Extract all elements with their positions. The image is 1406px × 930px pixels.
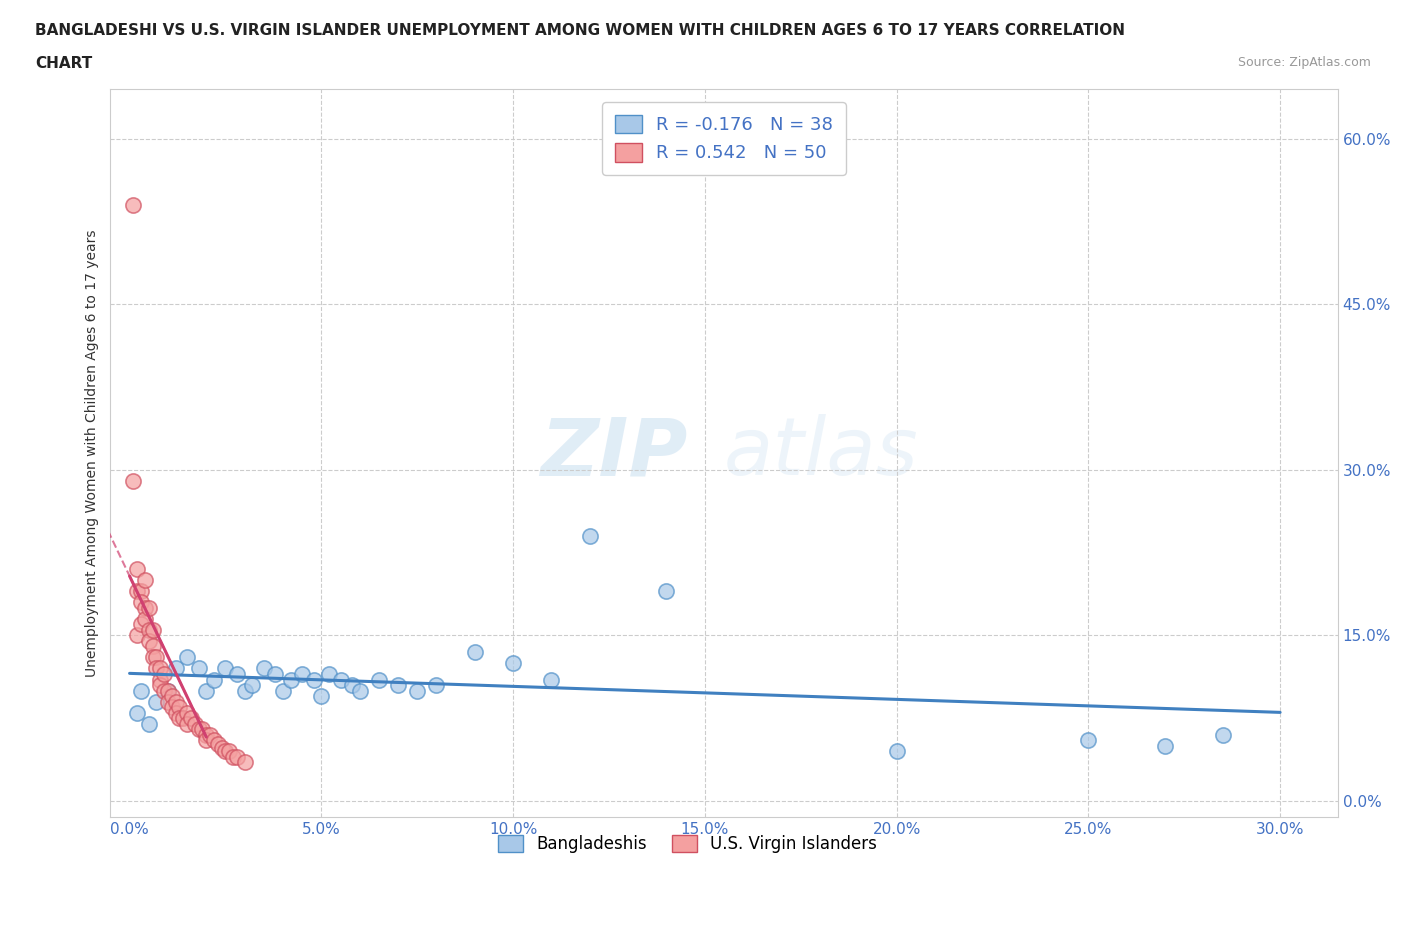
Point	[142, 650, 165, 665]
Point	[149, 678, 172, 693]
Point	[129, 617, 152, 631]
Point	[149, 672, 172, 687]
Point	[169, 699, 191, 714]
Point	[138, 716, 160, 731]
Point	[233, 755, 256, 770]
Point	[214, 661, 236, 676]
Point	[329, 672, 352, 687]
Point	[127, 705, 149, 720]
Point	[169, 711, 191, 725]
Point	[195, 684, 218, 698]
Point	[145, 661, 167, 676]
Point	[349, 684, 371, 698]
Point	[180, 711, 202, 725]
Point	[138, 622, 160, 637]
Point	[311, 688, 333, 703]
Point	[655, 584, 678, 599]
Point	[165, 661, 187, 676]
Point	[160, 699, 183, 714]
Point	[176, 705, 198, 720]
Point	[233, 684, 256, 698]
Point	[127, 584, 149, 599]
Point	[406, 684, 429, 698]
Point	[222, 750, 245, 764]
Point	[142, 639, 165, 654]
Point	[172, 711, 194, 725]
Point	[176, 650, 198, 665]
Point	[134, 611, 156, 626]
Point	[578, 528, 600, 543]
Point	[187, 661, 209, 676]
Text: atlas: atlas	[724, 415, 918, 492]
Point	[129, 684, 152, 698]
Text: Source: ZipAtlas.com: Source: ZipAtlas.com	[1237, 56, 1371, 69]
Point	[153, 667, 176, 682]
Point	[387, 678, 409, 693]
Point	[198, 727, 221, 742]
Point	[226, 667, 249, 682]
Point	[149, 661, 172, 676]
Point	[156, 694, 179, 709]
Point	[1212, 727, 1234, 742]
Point	[271, 684, 294, 698]
Point	[291, 667, 314, 682]
Point	[302, 672, 325, 687]
Point	[218, 744, 240, 759]
Point	[191, 722, 214, 737]
Point	[425, 678, 447, 693]
Point	[886, 744, 908, 759]
Point	[145, 694, 167, 709]
Point	[211, 740, 233, 755]
Point	[138, 601, 160, 616]
Legend: Bangladeshis, U.S. Virgin Islanders: Bangladeshis, U.S. Virgin Islanders	[491, 829, 883, 860]
Point	[340, 678, 363, 693]
Point	[127, 562, 149, 577]
Point	[318, 667, 340, 682]
Point	[253, 661, 276, 676]
Point	[165, 705, 187, 720]
Point	[214, 744, 236, 759]
Point	[540, 672, 562, 687]
Point	[134, 573, 156, 588]
Point	[122, 198, 145, 213]
Point	[367, 672, 389, 687]
Point	[176, 716, 198, 731]
Point	[129, 595, 152, 610]
Point	[134, 601, 156, 616]
Point	[156, 684, 179, 698]
Point	[142, 622, 165, 637]
Y-axis label: Unemployment Among Women with Children Ages 6 to 17 years: Unemployment Among Women with Children A…	[86, 230, 100, 677]
Text: BANGLADESHI VS U.S. VIRGIN ISLANDER UNEMPLOYMENT AMONG WOMEN WITH CHILDREN AGES : BANGLADESHI VS U.S. VIRGIN ISLANDER UNEM…	[35, 23, 1125, 38]
Point	[264, 667, 287, 682]
Point	[129, 584, 152, 599]
Point	[202, 672, 225, 687]
Point	[184, 716, 207, 731]
Point	[153, 684, 176, 698]
Point	[207, 736, 229, 751]
Point	[226, 750, 249, 764]
Point	[1077, 733, 1099, 748]
Point	[464, 644, 486, 659]
Point	[195, 733, 218, 748]
Point	[502, 656, 524, 671]
Point	[165, 694, 187, 709]
Point	[156, 684, 179, 698]
Point	[187, 722, 209, 737]
Point	[138, 633, 160, 648]
Point	[240, 678, 263, 693]
Point	[145, 650, 167, 665]
Text: ZIP: ZIP	[540, 415, 688, 492]
Point	[122, 473, 145, 488]
Text: CHART: CHART	[35, 56, 93, 71]
Point	[280, 672, 302, 687]
Point	[127, 628, 149, 643]
Point	[195, 727, 218, 742]
Point	[160, 688, 183, 703]
Point	[1154, 738, 1177, 753]
Point	[202, 733, 225, 748]
